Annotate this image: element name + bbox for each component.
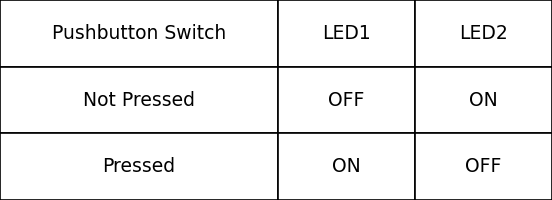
Bar <box>278 0 415 67</box>
Bar <box>0 0 278 67</box>
Bar <box>0 67 278 133</box>
Text: OFF: OFF <box>465 157 502 176</box>
Bar <box>415 133 552 200</box>
Text: Not Pressed: Not Pressed <box>83 90 195 110</box>
Bar <box>278 67 415 133</box>
Text: Pressed: Pressed <box>103 157 176 176</box>
Bar <box>278 133 415 200</box>
Bar <box>415 67 552 133</box>
Text: LED1: LED1 <box>322 24 371 43</box>
Text: Pushbutton Switch: Pushbutton Switch <box>52 24 226 43</box>
Text: ON: ON <box>469 90 498 110</box>
Text: OFF: OFF <box>328 90 365 110</box>
Text: LED2: LED2 <box>459 24 508 43</box>
Bar <box>0 133 278 200</box>
Text: ON: ON <box>332 157 361 176</box>
Bar <box>415 0 552 67</box>
